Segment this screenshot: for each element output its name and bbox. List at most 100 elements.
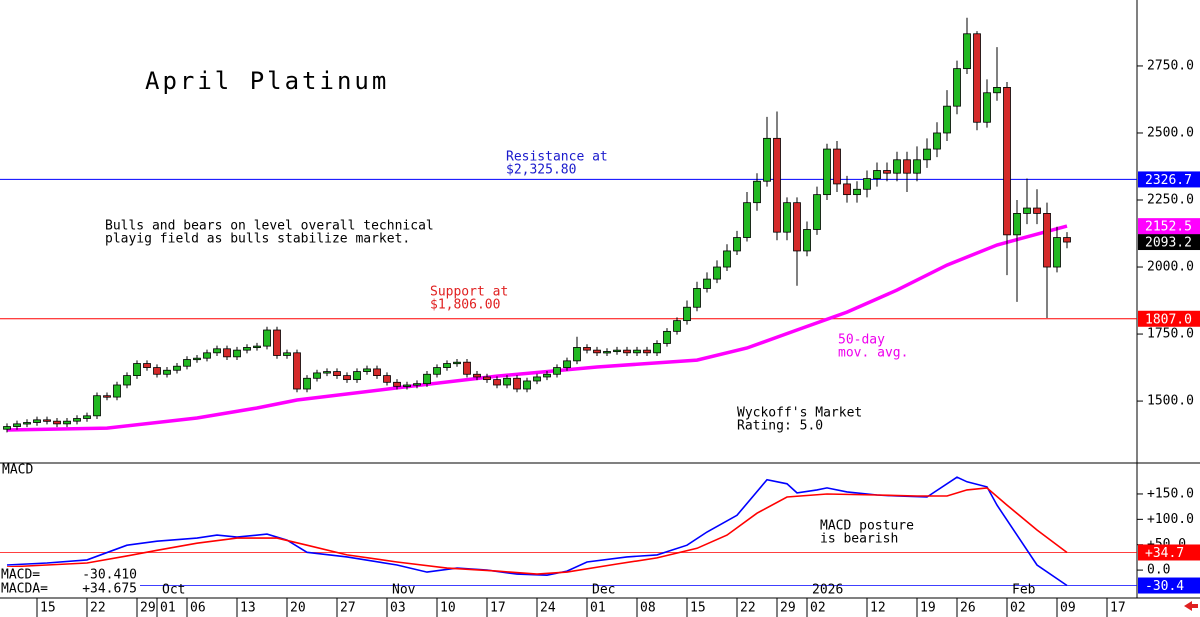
last-price-label: 2093.2 — [1145, 236, 1192, 251]
candle-body — [433, 367, 441, 375]
candle-body — [373, 368, 381, 377]
ma-last-box — [1138, 218, 1200, 235]
candle-body — [713, 266, 721, 280]
series-line — [6, 224, 1068, 432]
x-tick-label: 27 — [340, 601, 356, 616]
level-box — [1138, 310, 1200, 327]
candle-body — [553, 367, 561, 375]
candle-body — [533, 376, 541, 382]
annotation: mov. avg. — [838, 346, 908, 361]
candle-body — [213, 348, 221, 354]
x-tick-label: 10 — [440, 601, 456, 616]
candle-body — [233, 349, 241, 358]
ma-last-label: 2152.5 — [1145, 220, 1192, 235]
candle-body — [143, 363, 151, 368]
annotation: Support at — [430, 285, 508, 300]
candle-body — [133, 363, 141, 377]
annotation: MACD posture — [820, 519, 914, 534]
x-tick-label: 17 — [490, 601, 506, 616]
candle-body — [633, 349, 641, 354]
candle-body — [293, 352, 301, 390]
macd-last-box — [1138, 544, 1200, 561]
candle-body — [103, 395, 111, 398]
candle-body — [13, 423, 21, 427]
candle-body — [33, 419, 41, 423]
x-tick-label: 29 — [140, 601, 156, 616]
candle-body — [353, 371, 361, 381]
candle-body — [1033, 207, 1041, 214]
candle-body — [403, 384, 411, 387]
candle-body — [443, 363, 451, 368]
candle-body — [683, 306, 691, 322]
candle-body — [113, 384, 121, 398]
candle-body — [983, 92, 991, 123]
candle-body — [843, 183, 851, 196]
candle-body — [883, 170, 891, 174]
candle-body — [853, 188, 861, 196]
candle-body — [1063, 237, 1071, 243]
macd-title: MACD — [2, 463, 33, 478]
x-tick-label: 29 — [780, 601, 796, 616]
candle-body — [1043, 213, 1051, 268]
x-tick-label: 19 — [920, 601, 936, 616]
candle-body — [893, 159, 901, 174]
candle-body — [473, 373, 481, 378]
month-label: 2026 — [812, 583, 843, 598]
annotation: $2,325.80 — [506, 163, 576, 178]
level-label: 2326.7 — [1145, 173, 1192, 188]
candle-body — [493, 379, 501, 386]
candle-body — [1023, 207, 1031, 214]
candle-body — [393, 381, 401, 387]
candle-body — [733, 237, 741, 252]
month-label: Feb — [1012, 583, 1036, 598]
x-tick-label: 06 — [190, 601, 206, 616]
candle-body — [243, 347, 251, 351]
candle-body — [753, 180, 761, 204]
month-label: Nov — [392, 583, 416, 598]
x-tick-label: 13 — [240, 601, 256, 616]
x-tick-label: 09 — [1060, 601, 1076, 616]
candle-body — [563, 360, 571, 368]
candle-body — [83, 415, 91, 419]
candle-body — [793, 202, 801, 252]
readout-value: -30.410 — [82, 568, 137, 583]
candle-body — [863, 178, 871, 190]
y-tick-label: +100.0 — [1147, 512, 1194, 527]
candle-body — [173, 365, 181, 371]
annotation: is bearish — [820, 532, 898, 547]
candle-body — [513, 377, 521, 390]
candle-body — [723, 250, 731, 268]
candle-body — [223, 348, 231, 358]
candle-body — [823, 148, 831, 196]
last-price-box — [1138, 234, 1200, 251]
candle-body — [253, 345, 261, 349]
candle-body — [803, 229, 811, 252]
candle-body — [543, 373, 551, 378]
candle-body — [813, 194, 821, 230]
x-tick-label: 01 — [590, 601, 606, 616]
candle-body — [773, 137, 781, 233]
y-tick-label: 2500.0 — [1147, 125, 1194, 140]
month-label: Oct — [162, 583, 185, 598]
x-tick-label: 22 — [90, 601, 106, 616]
candle-body — [873, 170, 881, 179]
candle-body — [573, 347, 581, 362]
candle-body — [903, 159, 911, 174]
candle-body — [333, 371, 341, 377]
candle-body — [153, 367, 161, 375]
candle-body — [643, 349, 651, 354]
candle-body — [923, 148, 931, 161]
candle-body — [193, 357, 201, 361]
candle-body — [313, 372, 321, 379]
candle-body — [93, 395, 101, 417]
annotation: Resistance at — [506, 150, 608, 165]
x-tick-label: 26 — [960, 601, 976, 616]
scroll-arrow — [1184, 601, 1198, 611]
macd-last-box — [1138, 577, 1200, 594]
candle-body — [23, 422, 31, 425]
x-tick-label: 24 — [540, 601, 556, 616]
y-tick-label: 2000.0 — [1147, 260, 1194, 275]
macd-last-label: -30.4 — [1145, 579, 1184, 594]
y-tick-label: 1500.0 — [1147, 394, 1194, 409]
